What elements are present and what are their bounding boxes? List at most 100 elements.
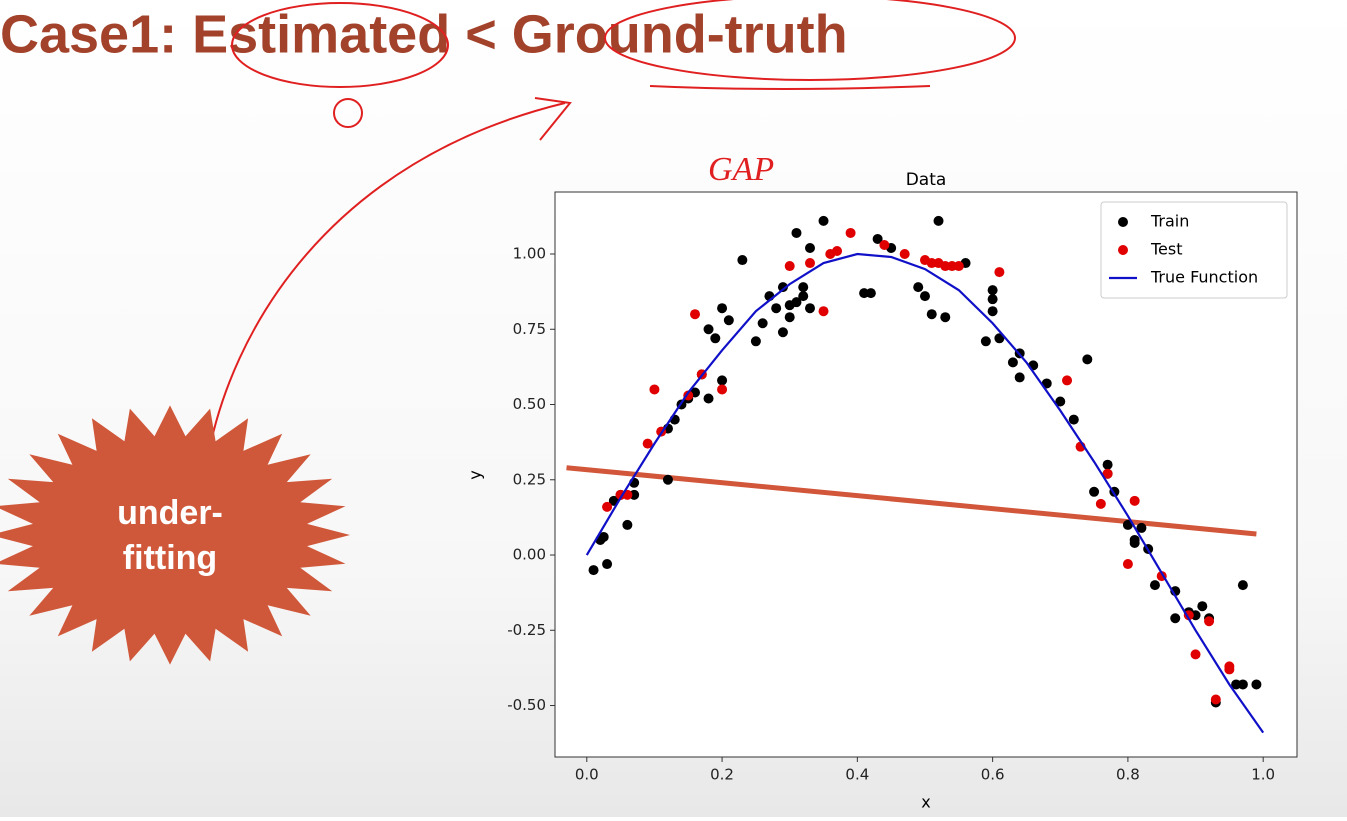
point [791, 297, 802, 308]
point [710, 333, 721, 344]
point [933, 215, 944, 226]
point [798, 291, 809, 302]
point [804, 303, 815, 314]
point [602, 501, 613, 512]
annotation: GAP [708, 151, 774, 188]
point [757, 318, 768, 329]
point [777, 327, 788, 338]
legend-label: True Function [1150, 268, 1258, 287]
point [771, 303, 782, 314]
point [717, 375, 728, 386]
point [899, 249, 910, 260]
point [980, 336, 991, 347]
point [818, 306, 829, 317]
point [1237, 679, 1248, 690]
x-tick-label: 1.0 [1251, 766, 1275, 784]
point [1129, 534, 1140, 545]
point [588, 565, 599, 576]
point [784, 312, 795, 323]
point [798, 282, 809, 293]
point [1129, 495, 1140, 506]
point [750, 336, 761, 347]
scribbles [206, 0, 1016, 463]
point [1122, 519, 1133, 530]
line [566, 465, 1257, 537]
point [994, 267, 1005, 278]
point [622, 519, 633, 530]
point [703, 324, 714, 335]
x-tick-label: 0.4 [845, 766, 869, 784]
point [1095, 498, 1106, 509]
point [690, 309, 701, 320]
y-tick-label: -0.50 [507, 696, 546, 714]
point [1190, 649, 1201, 660]
y-tick-label: 0.50 [513, 395, 546, 413]
x-tick-label: 0.6 [981, 766, 1005, 784]
burst-text: under- [117, 494, 223, 532]
point [804, 242, 815, 253]
legend-box [1100, 201, 1288, 299]
point [662, 474, 673, 485]
point [1062, 375, 1073, 386]
point [1102, 468, 1113, 479]
slide-title: Case1: Estimated < Ground-truth [0, 4, 848, 64]
legend: Train Test True Function [1100, 201, 1288, 299]
legend-marker [1118, 245, 1128, 255]
burst-text: fitting [123, 539, 217, 577]
point [1237, 580, 1248, 591]
point [940, 312, 951, 323]
point [994, 333, 1005, 344]
point [649, 384, 660, 395]
y-tick-label: 0.00 [513, 546, 546, 564]
point [987, 285, 998, 296]
point [1089, 486, 1100, 497]
y-tick-label: 0.25 [513, 470, 546, 488]
point [919, 291, 930, 302]
point [723, 315, 734, 326]
y-tick-label: -0.25 [507, 621, 546, 639]
point [703, 393, 714, 404]
point [1007, 357, 1018, 368]
point [987, 294, 998, 305]
point [872, 233, 883, 244]
x-axis-label: x [921, 793, 930, 812]
x-tick-label: 0.8 [1116, 766, 1140, 784]
chart-title: Data [906, 170, 947, 190]
point [804, 258, 815, 269]
point [602, 559, 613, 570]
point [832, 245, 843, 256]
legend-label: Train [1150, 212, 1189, 231]
point [791, 227, 802, 238]
point [1224, 664, 1235, 675]
y-axis-label: y [466, 470, 485, 479]
legend-label: Test [1150, 240, 1183, 259]
point [1082, 354, 1093, 365]
y-tick-label: 1.00 [513, 245, 546, 263]
legend-marker [1118, 217, 1128, 227]
line [585, 252, 1265, 734]
point [1170, 613, 1181, 624]
point [879, 239, 890, 250]
point [1204, 616, 1215, 627]
point [1210, 694, 1221, 705]
point [865, 288, 876, 299]
x-tick-label: 0.0 [575, 766, 599, 784]
point [717, 303, 728, 314]
point [1197, 601, 1208, 612]
point [642, 438, 653, 449]
point [953, 261, 964, 272]
marks [566, 215, 1265, 734]
point [737, 255, 748, 266]
starburst [0, 405, 350, 665]
y-tick-label: 0.75 [513, 320, 546, 338]
point [845, 227, 856, 238]
point [717, 384, 728, 395]
point [1251, 679, 1262, 690]
point [1122, 559, 1133, 570]
point [1136, 522, 1147, 533]
x-tick-label: 0.2 [710, 766, 734, 784]
point [1055, 396, 1066, 407]
point [1149, 580, 1160, 591]
